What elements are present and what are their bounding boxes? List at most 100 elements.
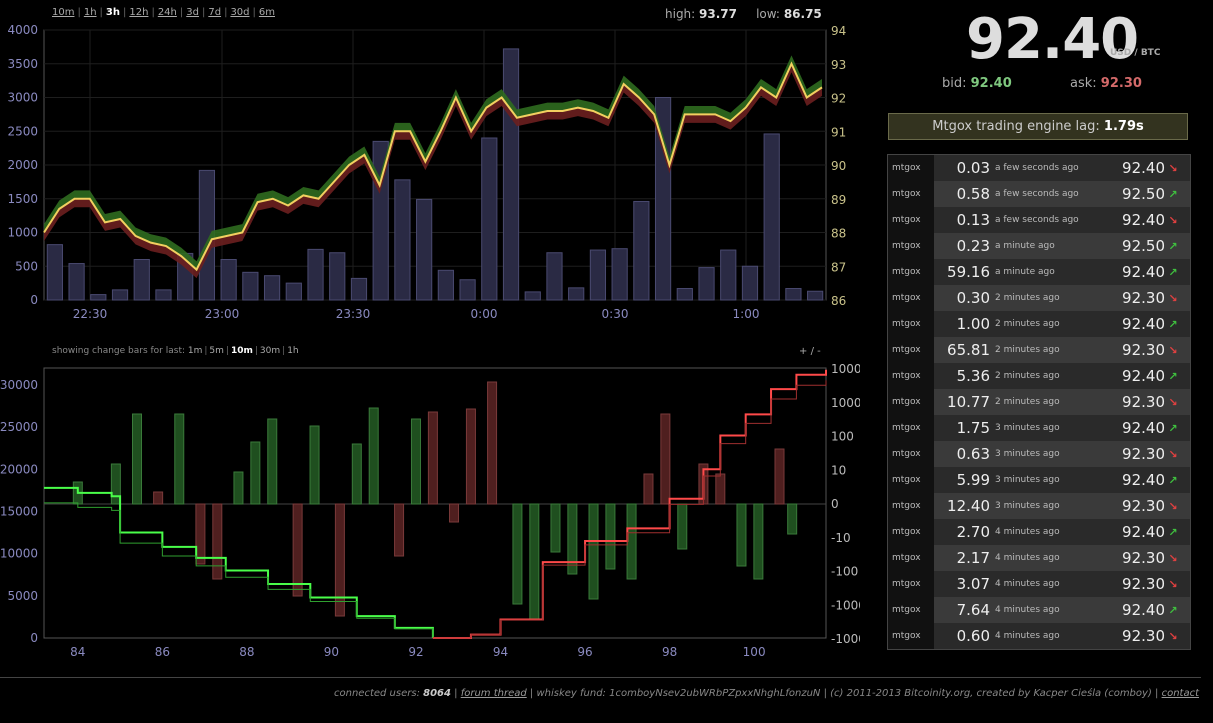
change-bars-selector: showing change bars for last: 1m | 5m | 10m |… (52, 346, 299, 356)
trade-exchange: mtgox (888, 389, 934, 415)
arrow-up-icon: ↗ (1168, 239, 1178, 253)
trade-row: mtgox 0.30 2 minutes ago 92.30 ↘ (888, 285, 1190, 311)
change-bars-1m[interactable]: 1m (187, 346, 203, 356)
range-separator: | (224, 7, 228, 18)
low-value: 86.75 (783, 7, 822, 21)
high-label: high: (665, 7, 696, 21)
trade-amount: 1.00 (956, 315, 990, 333)
volume-bar (763, 133, 780, 301)
volume-bar (437, 269, 454, 301)
trade-price: 92.40 (1122, 159, 1165, 177)
range-6m[interactable]: 6m (258, 7, 275, 18)
trade-amount: 7.64 (956, 601, 990, 619)
zoom-out-button[interactable]: - (817, 346, 821, 357)
volume-bar (785, 288, 802, 301)
change-bars-30m[interactable]: 30m (259, 346, 281, 356)
x-tick: 92 (408, 645, 423, 659)
arrow-up-icon: ↗ (1168, 473, 1178, 487)
trade-price: 92.40 (1122, 471, 1165, 489)
trade-row: mtgox 12.40 3 minutes ago 92.30 ↘ (888, 493, 1190, 519)
x-tick: 88 (239, 645, 254, 659)
change-bars-separator: | (282, 346, 286, 356)
trade-time: 2 minutes ago (995, 345, 1060, 355)
trade-price: 92.30 (1122, 445, 1165, 463)
bid-depth-line (44, 486, 434, 638)
change-bar (677, 503, 688, 550)
high-value: 93.77 (699, 7, 738, 21)
arrow-up-icon: ↗ (1168, 603, 1178, 617)
range-24h[interactable]: 24h (157, 7, 177, 18)
trade-row: mtgox 0.13 a few seconds ago 92.40 ↘ (888, 207, 1190, 233)
high-low-stats: high: 93.77 low: 86.75 (665, 7, 822, 21)
trade-price: 92.40 (1122, 367, 1165, 385)
trade-time: a few seconds ago (995, 163, 1079, 173)
volume-bar (481, 137, 498, 301)
change-bar (529, 503, 540, 620)
change-bars-10m[interactable]: 10m (230, 346, 253, 356)
x-tick: 86 (155, 645, 170, 659)
range-7d[interactable]: 7d (208, 7, 222, 18)
volume-bar (676, 288, 693, 301)
range-1h[interactable]: 1h (83, 7, 97, 18)
y-right-tick: 90 (831, 159, 846, 173)
trade-price: 92.50 (1122, 237, 1165, 255)
trade-exchange: mtgox (888, 441, 934, 467)
trade-exchange: mtgox (888, 545, 934, 571)
volume-bar (155, 289, 172, 301)
trade-row: mtgox 3.07 4 minutes ago 92.30 ↘ (888, 571, 1190, 597)
ask-display: ask: 92.30 (1070, 76, 1142, 91)
y-left-tick: 20000 (0, 462, 38, 476)
trade-amount: 1.75 (956, 419, 990, 437)
change-bar (394, 503, 405, 557)
x-tick: 84 (70, 645, 85, 659)
ask-value: 92.30 (1100, 76, 1142, 91)
y-left-tick: 3500 (7, 57, 38, 71)
change-bar (233, 471, 244, 505)
trade-time: 2 minutes ago (995, 293, 1060, 303)
trade-exchange: mtgox (888, 623, 934, 649)
trade-price: 92.40 (1122, 263, 1165, 281)
trade-time: 4 minutes ago (995, 605, 1060, 615)
arrow-down-icon: ↘ (1168, 291, 1178, 305)
y-right-tick: 94 (831, 24, 846, 38)
trade-price: 92.40 (1122, 601, 1165, 619)
trade-time: 4 minutes ago (995, 527, 1060, 537)
trade-exchange: mtgox (888, 467, 934, 493)
trade-time: 4 minutes ago (995, 579, 1060, 589)
change-bars-5m[interactable]: 5m (209, 346, 224, 356)
x-tick: 23:30 (336, 307, 371, 321)
change-bar (267, 418, 278, 505)
x-tick: 100 (743, 645, 766, 659)
copyright: (c) 2011-2013 Bitcoinity.org, created by… (830, 688, 1152, 699)
footer: connected users: 8064 | forum thread | w… (334, 688, 1199, 699)
range-30d[interactable]: 30d (230, 7, 250, 18)
y-right-tick: -1000 (831, 598, 860, 612)
arrow-up-icon: ↗ (1168, 317, 1178, 331)
zoom-separator: / (810, 346, 814, 357)
change-bar (410, 418, 421, 505)
volume-bar (524, 291, 541, 301)
ask-depth-line-secondary (432, 380, 827, 639)
range-12h[interactable]: 12h (129, 7, 149, 18)
y-right-tick: 0 (831, 497, 839, 511)
trade-amount: 0.23 (956, 237, 990, 255)
trade-price: 92.30 (1122, 341, 1165, 359)
volume-bar (568, 287, 585, 301)
range-3h[interactable]: 3h (105, 7, 120, 18)
change-bar (512, 503, 523, 605)
zoom-in-button[interactable]: + (799, 346, 808, 357)
range-3d[interactable]: 3d (186, 7, 199, 18)
price-volume-chart[interactable]: 0 500 1000 1500 2000 2500 3000 3500 4000 86 87 88 89… (0, 22, 860, 327)
arrow-down-icon: ↘ (1168, 161, 1178, 175)
market-depth-chart[interactable]: 0500010000150002000025000300001000010001… (0, 360, 860, 665)
trade-exchange: mtgox (888, 311, 934, 337)
trade-time: a minute ago (995, 241, 1055, 251)
trade-amount: 2.70 (956, 523, 990, 541)
y-left-tick: 2500 (7, 124, 38, 138)
trade-row: mtgox 65.81 2 minutes ago 92.30 ↘ (888, 337, 1190, 363)
forum-thread-link[interactable]: forum thread (460, 688, 527, 699)
contact-link[interactable]: contact (1161, 688, 1199, 699)
trade-row: mtgox 2.17 4 minutes ago 92.30 ↘ (888, 545, 1190, 571)
range-10m[interactable]: 10m (52, 7, 75, 18)
change-bars-1h[interactable]: 1h (287, 346, 299, 356)
